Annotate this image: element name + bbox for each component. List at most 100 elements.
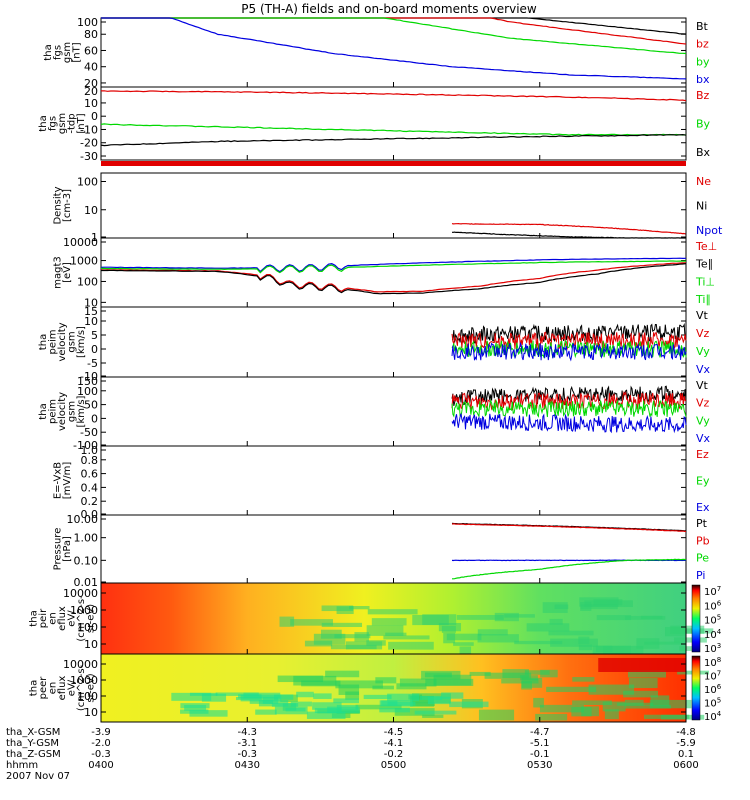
ytick-label: 15 [84, 305, 98, 318]
panel-efield: 1.00.80.60.40.20.0 E=-VxB[mV/m] Ez Ey Ex [52, 444, 710, 521]
legend-Ti⊥: Ti⊥ [695, 275, 715, 288]
ylabel-temperature: magt3[eV] [52, 256, 73, 289]
colorbar-label: 106 [704, 683, 722, 696]
legend-By: By [696, 118, 711, 131]
ytick-label: 1.00 [74, 532, 99, 545]
xaxis-value: -4.3 [237, 727, 257, 738]
xaxis-value: 0.1 [678, 749, 694, 760]
legend-Te∥: Te∥ [695, 258, 713, 271]
legend-Ey: Ey [696, 475, 710, 488]
ytick-label: 10000 [63, 236, 98, 249]
legend-Vx: Vx [696, 432, 711, 445]
series-Pe [452, 558, 686, 580]
ylabel-velocity_gsm_wide: thapeimvelocitygsm[km/s] [38, 392, 87, 431]
ytick-label: 100 [77, 176, 98, 189]
series-Vt [451, 322, 687, 344]
figure-title: P5 (TH-A) fields and on-board moments ov… [241, 2, 537, 16]
series-Te_perp [100, 262, 687, 293]
legend-Vy: Vy [696, 414, 710, 427]
xaxis-value: -2.0 [91, 738, 111, 749]
series-Ti_perp [100, 257, 687, 273]
series-Vz [451, 391, 687, 412]
ytick-label: 1.0 [81, 444, 99, 457]
panel-temperature: 10000 1000 100 10 magt3[eV] Te⊥ Te∥ Ti⊥ Ti∥ [52, 236, 717, 309]
xaxis-value: -4.7 [530, 727, 550, 738]
colorbar-label: 106 [704, 599, 722, 612]
series-Te_para [100, 263, 687, 295]
xaxis-row-label: tha_Z-GSM [6, 749, 61, 760]
ytick-label: -100 [73, 439, 98, 452]
legend-Ez: Ez [696, 448, 709, 461]
xaxis-value: -5.1 [530, 738, 550, 749]
ytick-label: 0.4 [81, 481, 99, 494]
xaxis-value: 0500 [381, 760, 406, 771]
ytick-label: 0.0 [81, 508, 99, 521]
legend-Ex: Ex [696, 501, 710, 514]
ytick-label: 5 [91, 329, 98, 342]
series-bz [101, 17, 687, 45]
ylabel-density: Density[cm-3] [52, 186, 73, 224]
date-label: 2007 Nov 07 [6, 771, 70, 782]
ytick-label: -30 [80, 150, 98, 163]
series-Bx [100, 133, 687, 147]
xaxis-value: 0530 [527, 760, 552, 771]
legend-Npot: Npot [696, 224, 723, 237]
frame-density [100, 172, 687, 239]
xaxis-value: -0.1 [530, 749, 550, 760]
ytick-label: -5 [87, 357, 98, 370]
legend-bx: bx [696, 73, 710, 86]
colorbar-label: 103 [704, 642, 721, 655]
legend-Ti∥: Ti∥ [695, 293, 711, 306]
ylabel-fgs_tdp: thafgsgsm-tdp[nT] [38, 113, 87, 134]
series-Ni [452, 231, 687, 239]
series-by [101, 17, 687, 55]
ytick-label: -50 [80, 426, 98, 439]
xaxis-value: -4.5 [384, 727, 404, 738]
ytick-label: 100 [77, 690, 98, 703]
ylabel-pressure: Pressure[nPa] [52, 528, 73, 571]
ytick-label: 10 [84, 296, 98, 309]
xaxis-row-label: tha_Y-GSM [6, 738, 59, 749]
xaxis-value: -3.9 [91, 727, 111, 738]
xaxis-value: 0400 [88, 760, 113, 771]
xaxis-value: 0430 [235, 760, 260, 771]
ytick-label: 0.10 [74, 554, 99, 567]
colorbar-label: 107 [704, 670, 721, 683]
ytick-label: 100 [77, 621, 98, 634]
colorbar-label: 108 [704, 656, 721, 669]
ytick-label: 60 [84, 44, 98, 57]
ytick-label: 1000 [70, 674, 98, 687]
series-Ne [451, 222, 687, 235]
legend-Pi: Pi [696, 569, 705, 582]
ytick-label: 80 [84, 28, 98, 41]
ytick-label: 0 [91, 110, 98, 123]
legend-Bt: Bt [696, 20, 709, 33]
xaxis-value: -4.8 [676, 727, 696, 738]
panel-density: 100 10 1 Density[cm-3] Ne Ni Npot [52, 172, 723, 244]
ylabel-ion_spectrogram: thapeirenefluxeV/(cm^2-s-sr-eV) [29, 595, 97, 642]
series-Vz [451, 331, 687, 350]
ytick-label: 10000 [63, 658, 98, 671]
ylabel-fgs_mag: thafgsgsm[nT] [43, 42, 83, 63]
ylabel-efield: E=-VxB[mV/m] [52, 462, 73, 500]
xaxis-value: -0.2 [384, 749, 404, 760]
legend-Ni: Ni [696, 200, 707, 213]
legend-Pb: Pb [696, 534, 710, 547]
separator-bar [101, 161, 686, 166]
ytick-label: 10 [84, 706, 98, 719]
series-Vy [451, 398, 687, 419]
colorbar-label: 107 [704, 585, 721, 598]
series-Vt [451, 385, 687, 407]
legend-Vz: Vz [696, 327, 710, 340]
ytick-label: 10 [84, 204, 98, 217]
ytick-label: 20 [84, 77, 98, 90]
xaxis-value: -0.3 [91, 749, 111, 760]
series-Vx [451, 413, 687, 434]
ytick-label: 40 [84, 61, 98, 74]
ytick-label: 10 [84, 97, 98, 110]
